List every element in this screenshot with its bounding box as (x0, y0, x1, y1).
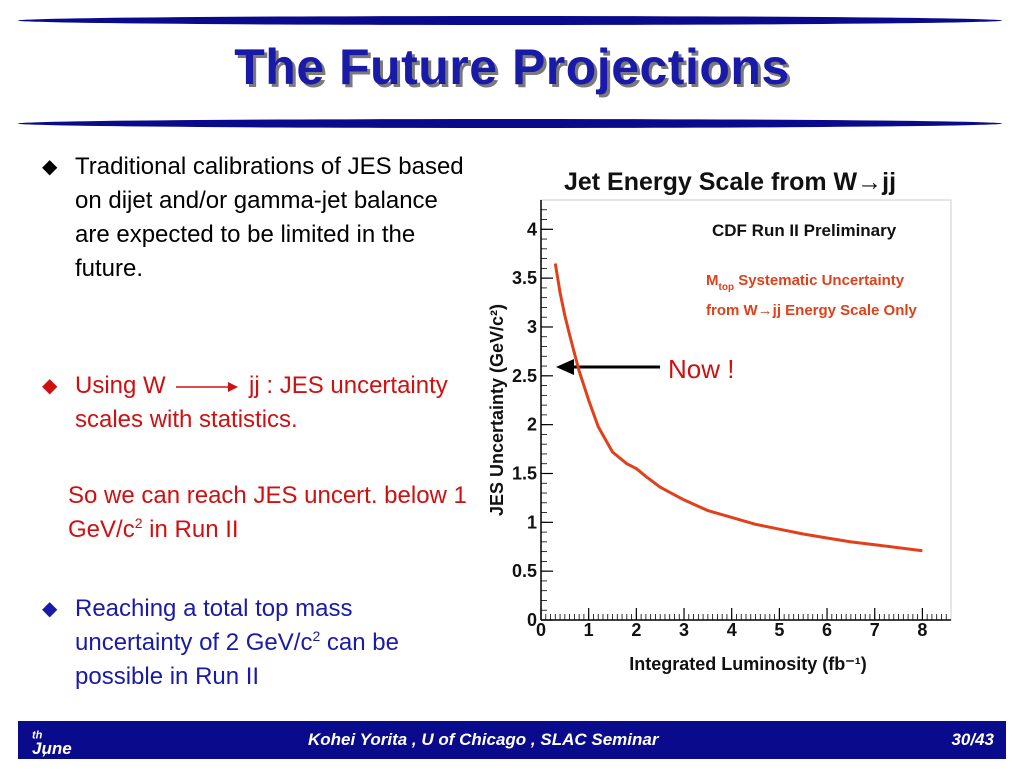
x-tick-label: 3 (679, 620, 689, 640)
right-arrow-icon (176, 381, 239, 392)
syst-annotation-line2: from W→jj Energy Scale Only (706, 302, 918, 319)
x-tick-label: 0 (536, 620, 546, 640)
bullet-diamond-icon: ◆ (42, 598, 58, 620)
prelim-annotation: CDF Run II Preliminary (712, 221, 897, 240)
b3-text-b: can be possible in Run II (75, 629, 399, 690)
note-text-a: So we can reach JES uncert. below 1 GeV/… (68, 482, 467, 543)
x-tick-label: 6 (822, 620, 832, 640)
plot-frame (540, 199, 952, 621)
note-superscript: 2 (134, 515, 143, 531)
y-tick-label: 0 (527, 610, 537, 630)
note-text-b: in Run II (142, 516, 239, 543)
page-title: The Future Projections (234, 39, 790, 95)
y-axis-label: JES Uncertainty (GeV/c²) (487, 304, 507, 516)
jes-chart: Jet Energy Scale from W→jj JES Uncertain… (487, 168, 952, 674)
bullet-diamond-icon: ◆ (42, 156, 58, 178)
y-tick-label: 0.5 (512, 561, 537, 581)
series-line-0 (553, 263, 923, 553)
footer-page-number: 30/43 (951, 730, 994, 749)
y-tick-label: 2 (527, 415, 537, 435)
x-tick-label: 2 (631, 620, 641, 640)
x-tick-label: 1 (584, 620, 594, 640)
bullet-wjj-prefix: Using W (75, 372, 166, 399)
b3-superscript: 2 (312, 628, 321, 644)
y-tick-label: 3.5 (512, 268, 537, 288)
bullet-reach-jes-note: So we can reach JES uncert. below 1 GeV/… (68, 479, 478, 547)
bullet-traditional-calibrations: Traditional calibrations of JES based on… (75, 153, 464, 282)
x-axis-label: Integrated Luminosity (fb⁻¹) (629, 654, 867, 674)
y-tick-label: 3 (527, 317, 537, 337)
now-annotation: Now ! (668, 354, 734, 384)
now-arrow-head-icon (556, 359, 574, 375)
y-tick-label: 1 (527, 512, 537, 532)
syst-annotation-line1: Mtop Systematic Uncertainty (706, 272, 905, 293)
bullet-diamond-icon: ◆ (42, 375, 58, 397)
bullet-wjj-suffix: jj : JES uncertainty scales with statist… (75, 372, 448, 433)
y-tick-label: 2.5 (512, 366, 537, 386)
x-tick-label: 8 (917, 620, 927, 640)
y-tick-label: 1.5 (512, 463, 537, 483)
bullet-total-top-mass: Reaching a total top mass uncertainty of… (75, 592, 470, 694)
chart-title: Jet Energy Scale from W→jj (564, 168, 896, 196)
bullet-using-wjj: Using W jj : JES uncertainty scales with… (75, 369, 470, 437)
x-tick-label: 7 (870, 620, 880, 640)
b3-text-a: Reaching a total top mass uncertainty of… (75, 595, 353, 656)
x-tick-label: 4 (727, 620, 737, 640)
x-tick-label: 5 (774, 620, 784, 640)
title-rule-top (18, 16, 1002, 25)
y-tick-label: 4 (527, 219, 537, 239)
title-rule-bottom (18, 119, 1002, 128)
footer-author: Kohei Yorita , U of Chicago , SLAC Semin… (308, 730, 659, 749)
